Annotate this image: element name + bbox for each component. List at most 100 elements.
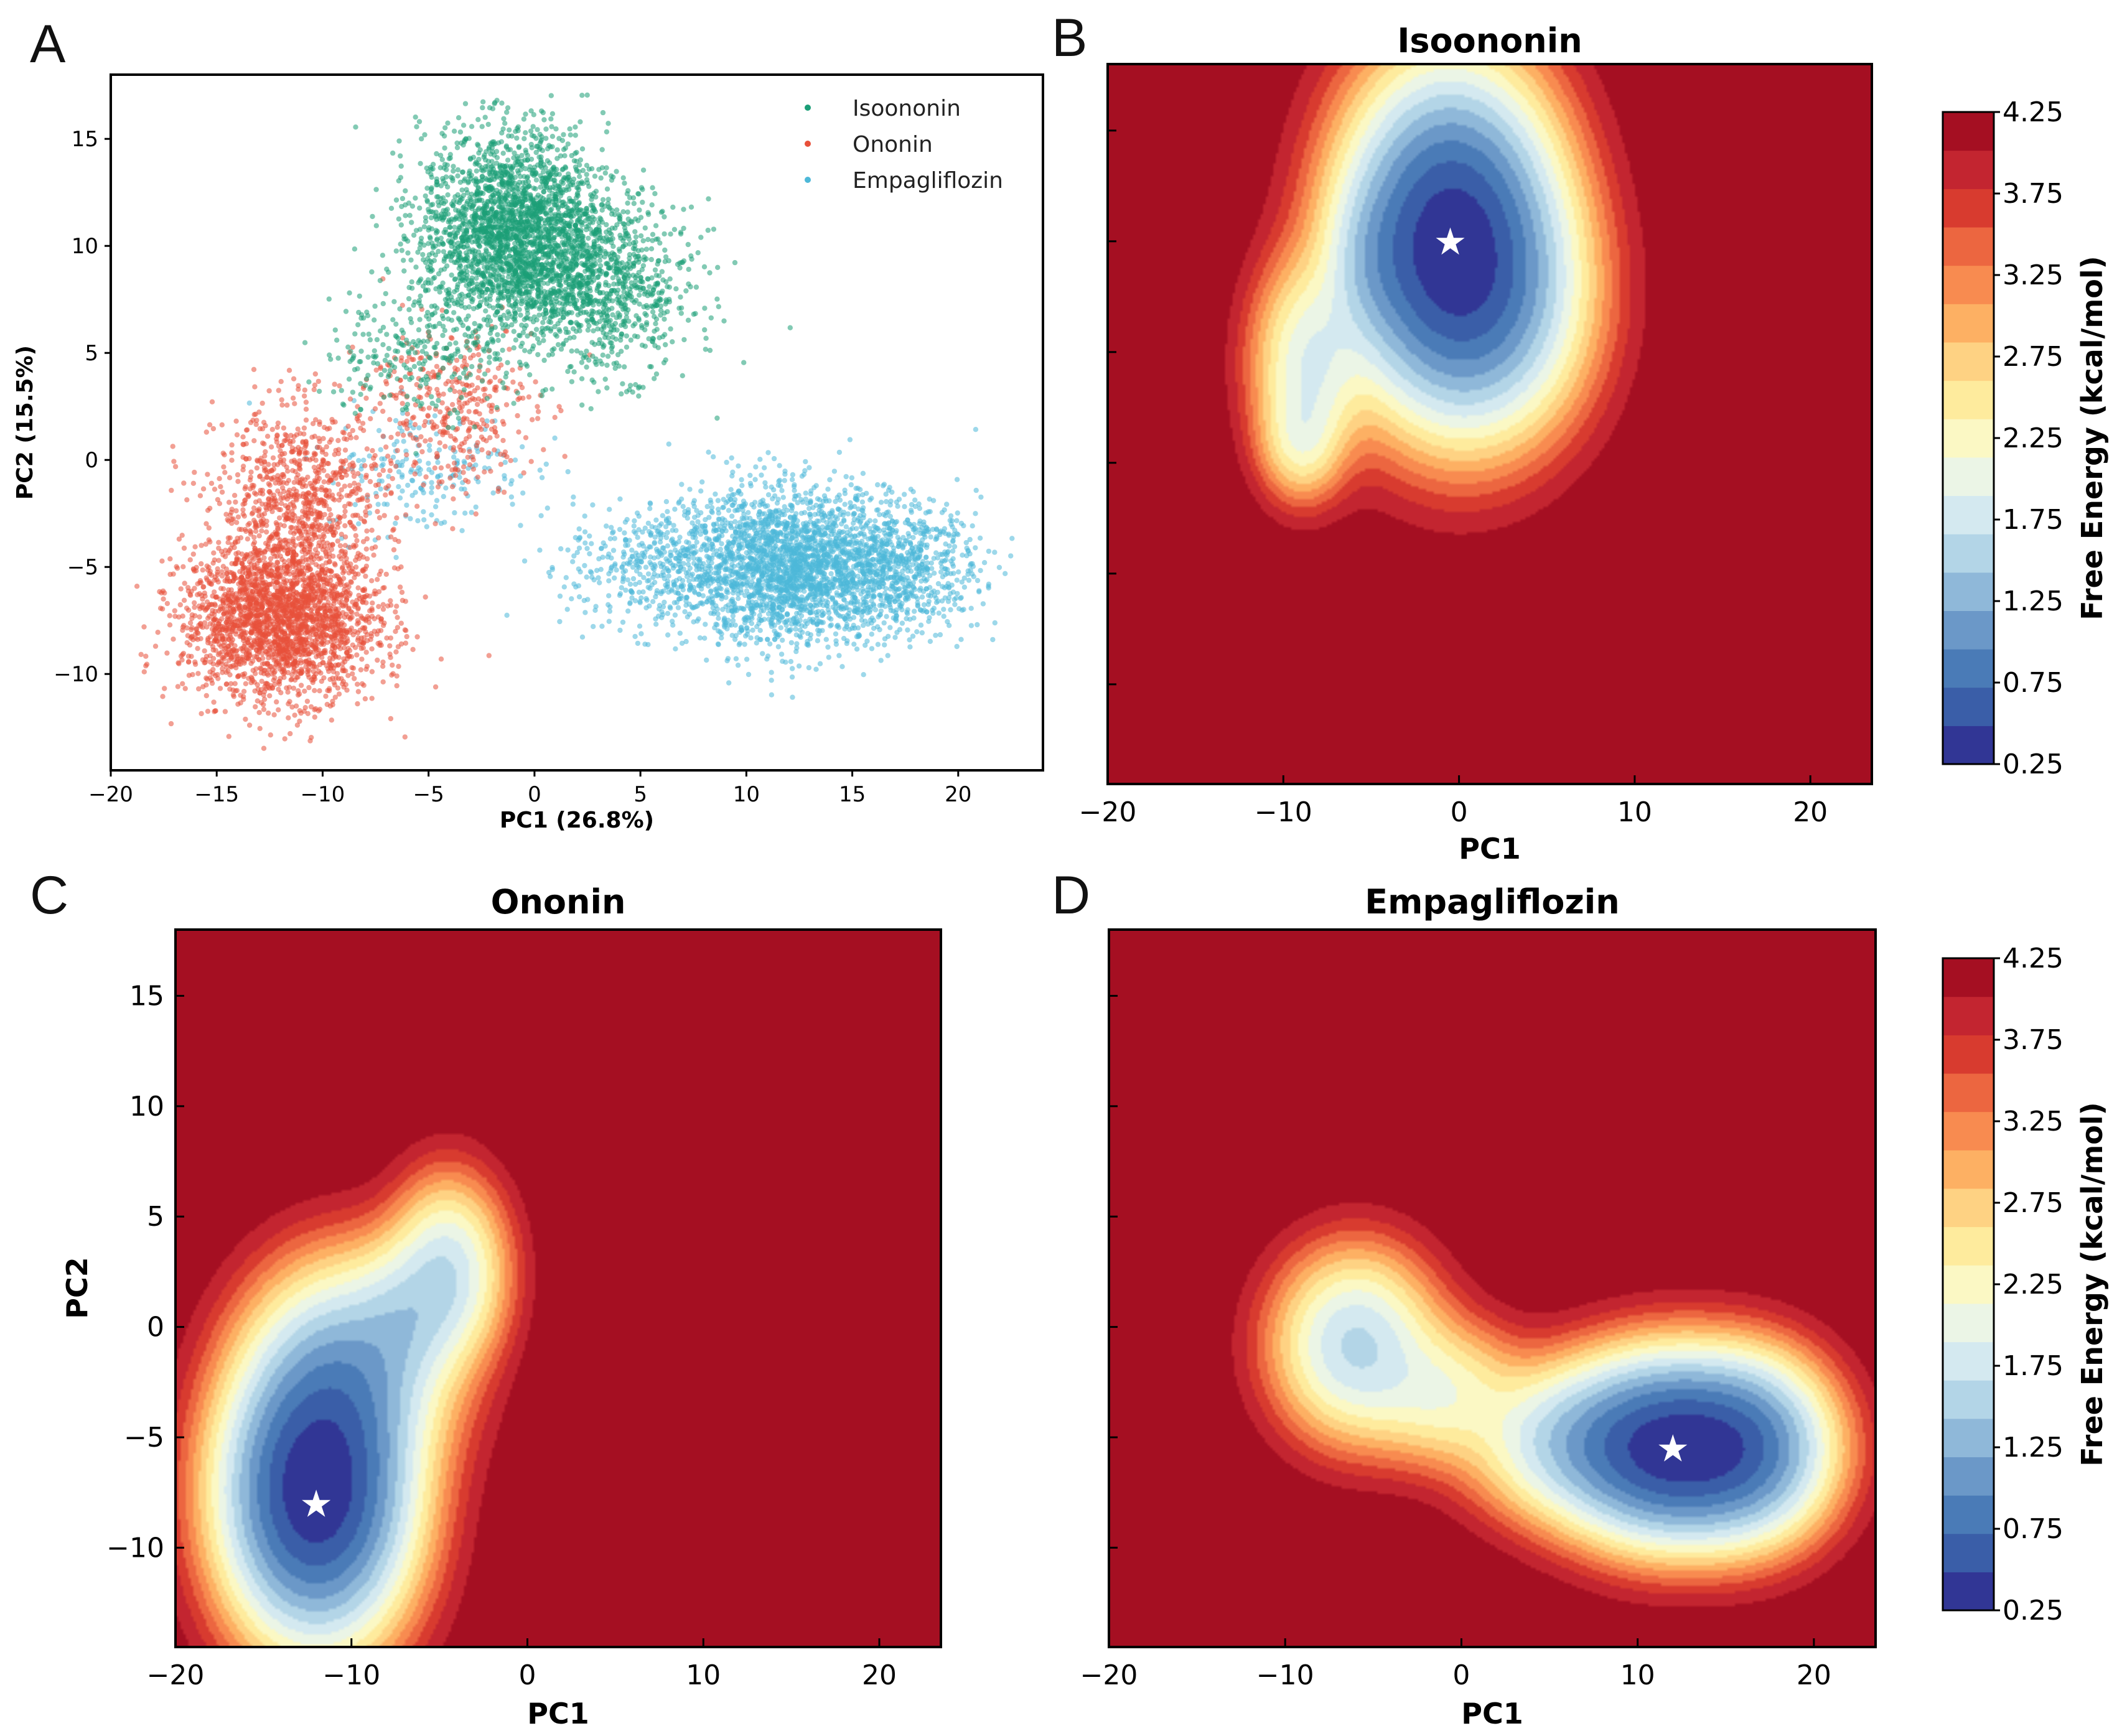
scatter-point [672, 506, 678, 512]
scatter-point [785, 542, 792, 548]
scatter-point [577, 569, 583, 575]
scatter-point [806, 593, 811, 599]
scatter-point [770, 612, 775, 617]
scatter-point [424, 524, 429, 530]
scatter-point [564, 607, 570, 612]
scatter-point [858, 554, 863, 559]
scatter-point [803, 490, 809, 496]
scatter-point [794, 641, 800, 646]
scatter-point [546, 569, 552, 576]
scatter-point [203, 693, 209, 699]
scatter-point [952, 602, 958, 607]
scatter-point [377, 640, 383, 646]
scatter-point [435, 459, 441, 465]
scatter-point [853, 541, 858, 546]
scatter-point [818, 586, 824, 592]
scatter-point [892, 572, 898, 579]
scatter-point [806, 465, 812, 470]
scatter-point [637, 600, 643, 605]
scatter-point [777, 463, 782, 469]
scatter-point [922, 607, 927, 613]
scatter-point [781, 577, 787, 583]
scatter-point [576, 526, 582, 532]
scatter-point [827, 521, 833, 527]
scatter-point [606, 593, 612, 599]
scatter-point [679, 482, 685, 487]
scatter-point [731, 600, 737, 606]
scatter-point [282, 736, 287, 742]
scatter-point [375, 502, 381, 507]
scatter-point [764, 578, 769, 584]
scatter-point [702, 526, 708, 531]
scatter-point [917, 587, 923, 593]
scatter-point [268, 732, 273, 738]
scatter-point [676, 539, 681, 544]
scatter-point [215, 566, 220, 572]
scatter-point [293, 703, 299, 709]
scatter-point [175, 684, 181, 689]
scatter-point [827, 517, 833, 523]
scatter-point [842, 616, 848, 622]
scatter-point [423, 594, 428, 600]
scatter-point [760, 651, 765, 656]
scatter-point [638, 555, 645, 561]
scatter-point [713, 603, 719, 609]
scatter-point [815, 561, 821, 567]
scatter-point [881, 620, 887, 626]
scatter-point [749, 579, 755, 585]
scatter-point [968, 605, 974, 611]
scatter-point [635, 534, 640, 540]
scatter-point [820, 612, 826, 618]
scatter-point [841, 606, 846, 612]
scatter-point [839, 564, 845, 569]
scatter-point [666, 441, 672, 447]
scatter-point [729, 502, 735, 508]
scatter-point [625, 577, 631, 583]
scatter-point [205, 709, 211, 714]
scatter-point [871, 589, 877, 594]
scatter-point [859, 562, 866, 569]
scatter-point [954, 577, 960, 583]
scatter-point [607, 609, 613, 614]
scatter-point [413, 490, 418, 495]
scatter-point [675, 590, 681, 596]
scatter-point [654, 588, 660, 594]
scatter-point [734, 607, 740, 614]
scatter-point [569, 596, 574, 602]
scatter-point [806, 537, 812, 543]
scatter-point [703, 579, 709, 585]
scatter-point [880, 573, 886, 579]
scatter-point [579, 634, 586, 640]
scatter-point [744, 656, 750, 662]
scatter-point [904, 575, 910, 581]
scatter-point [942, 558, 948, 564]
scatter-point [676, 596, 682, 602]
scatter-point [695, 519, 701, 525]
scatter-point [509, 478, 515, 483]
scatter-point [663, 524, 669, 530]
scatter-point [426, 460, 431, 466]
scatter-point [653, 517, 659, 523]
scatter-point [721, 560, 727, 566]
scatter-point [680, 587, 686, 593]
scatter-point [716, 581, 722, 587]
scatter-point [180, 627, 185, 633]
scatter-point [434, 498, 440, 503]
scatter-point [867, 570, 874, 576]
scatter-point [181, 480, 187, 486]
scatter-point [908, 487, 914, 492]
scatter-point [948, 513, 954, 519]
scatter-point [709, 508, 714, 515]
scatter-point [409, 477, 415, 483]
scatter-point [862, 554, 868, 559]
scatter-point [770, 582, 776, 588]
scatter-point [792, 580, 798, 586]
scatter-point [510, 502, 515, 507]
scatter-point [199, 543, 204, 548]
scatter-point [789, 597, 795, 603]
scatter-point [834, 559, 839, 565]
scatter-point [713, 587, 718, 592]
scatter-point [856, 632, 861, 637]
scatter-point [545, 505, 550, 511]
scatter-point [946, 531, 951, 537]
